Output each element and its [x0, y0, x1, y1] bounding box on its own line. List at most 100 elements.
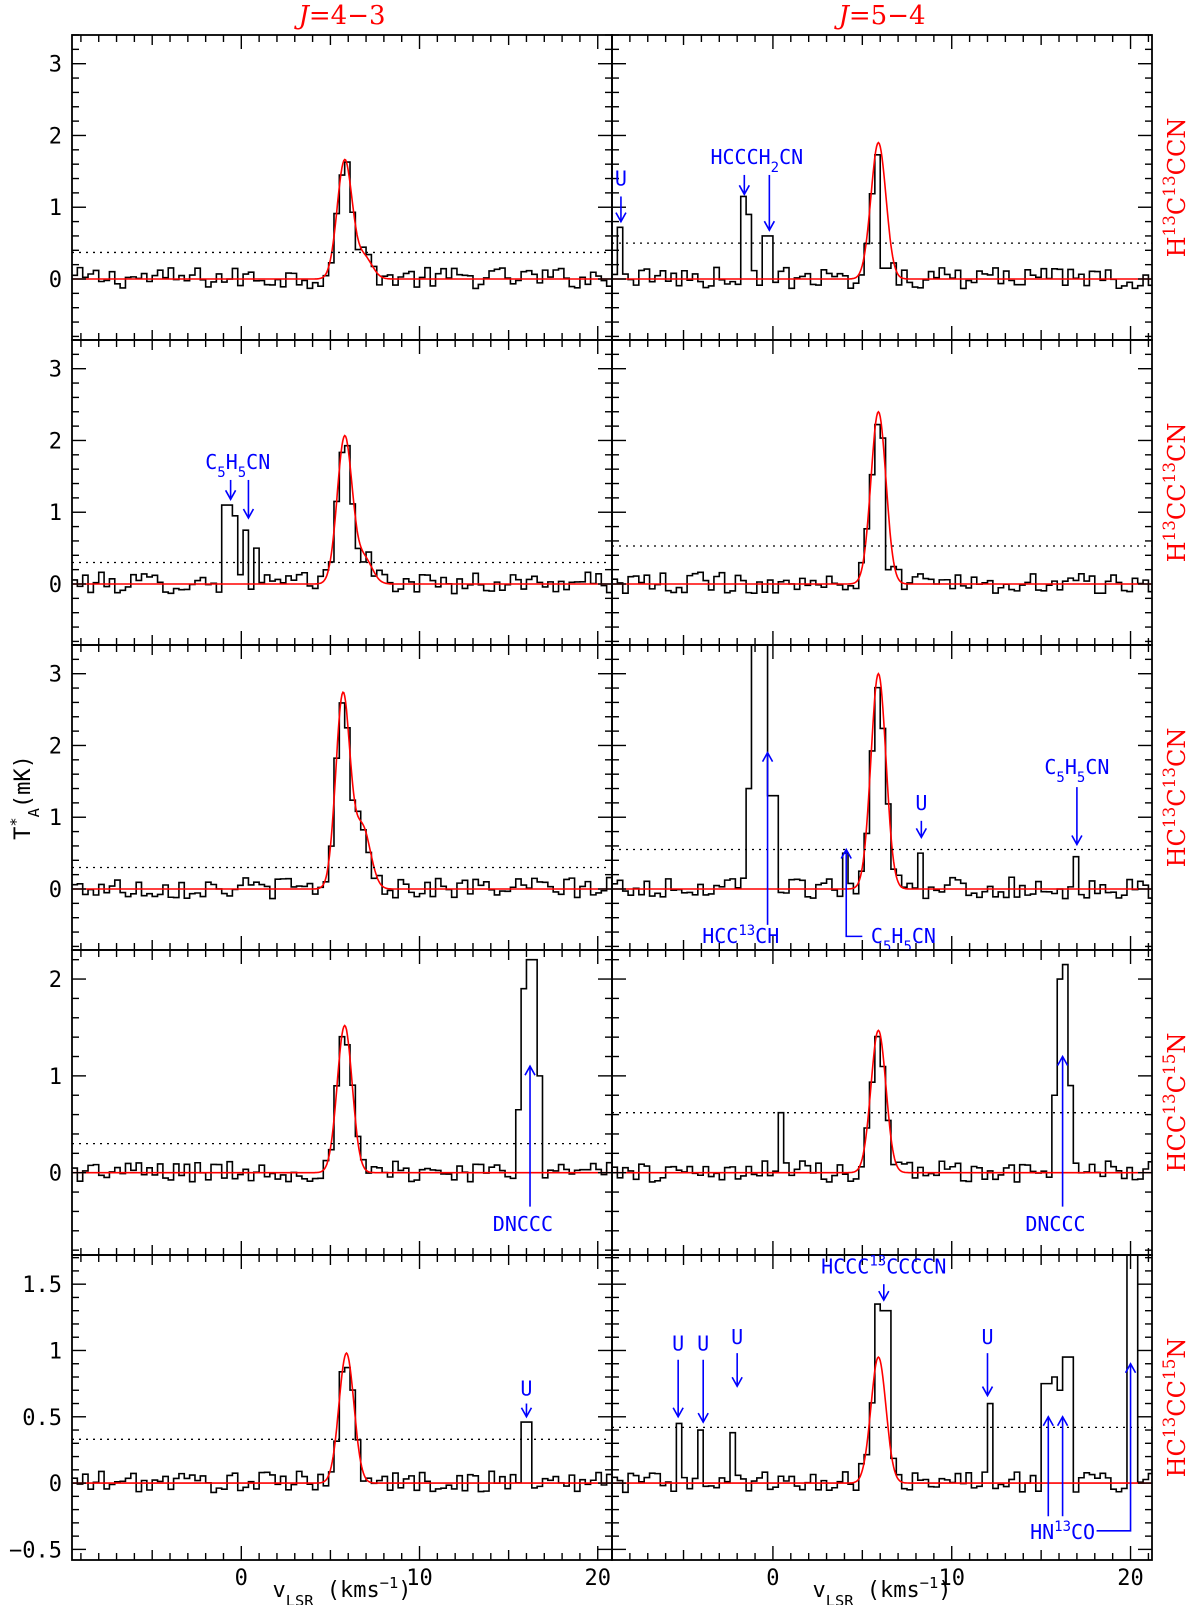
- y-tick-label: 1: [49, 1339, 62, 1364]
- annotation-label: HCCCH2CN: [710, 145, 803, 176]
- annotation-label: C5H5CN: [1044, 755, 1109, 786]
- annotation-label: U: [672, 1331, 684, 1355]
- line-annotation: DNCCC: [1025, 1054, 1086, 1236]
- y-tick-label: 0: [49, 1162, 62, 1187]
- row-label-2: H13CC13CN: [1159, 423, 1191, 563]
- annotation-arrowhead: [761, 750, 774, 763]
- y-tick-label: 0: [49, 1472, 62, 1497]
- annotation-label: U: [915, 791, 927, 815]
- observed-spectrum: [612, 645, 1152, 900]
- annotation-label: HCCC13CCCCN: [821, 1254, 946, 1279]
- line-annotation: HN13CO: [1030, 1362, 1137, 1544]
- observed-spectrum: [72, 702, 612, 900]
- observed-spectrum: [612, 1255, 1152, 1494]
- x-tick-label: 0: [235, 1566, 248, 1591]
- panel-frame: [71, 644, 613, 951]
- y-tick-label: 2: [49, 124, 62, 149]
- annotation-arrowhead: [1071, 835, 1083, 847]
- y-tick-label: 0: [49, 878, 62, 903]
- column-title-1: J=4−3: [293, 1, 385, 31]
- row-label-3: HC13C13CN: [1159, 728, 1191, 868]
- axis-titles: T*A(mK) vLSR (kms−1) vLSR (kms−1): [7, 755, 952, 1605]
- annotation-arrowhead: [242, 508, 255, 520]
- line-annotation: HCC13CH: [702, 750, 779, 948]
- annotation-arrowhead: [224, 489, 237, 501]
- x-tick-label: 20: [1117, 1566, 1144, 1591]
- row-label-1: H13C13CCN: [1159, 118, 1191, 258]
- y-tick-label: 1: [49, 806, 62, 831]
- panel-r5-c1: −0.5 0 0.5 1 1.5 0 10 20 U: [9, 1254, 613, 1591]
- line-annotation: U: [672, 1331, 684, 1419]
- model-spectrum: [72, 1024, 612, 1174]
- annotation-arrowhead: [840, 847, 852, 859]
- column-title-2: J=5−4: [833, 1, 925, 31]
- line-annotation: U: [615, 167, 627, 224]
- panel-r4-c2: DNCCC: [611, 949, 1153, 1256]
- panel-r1-c1: 0 1 2 3: [49, 34, 613, 341]
- annotation-label: C5H5CN: [205, 450, 270, 481]
- y-tick-label: 0.5: [22, 1406, 62, 1431]
- annotation-arrowhead: [672, 1407, 684, 1419]
- annotation-arrowhead: [731, 1376, 743, 1388]
- y-tick-label: 2: [49, 968, 62, 993]
- x-axis-title-1: vLSR (kms−1): [272, 1574, 411, 1605]
- panel-r2-c2: [611, 339, 1153, 646]
- y-tick-label: 1: [49, 196, 62, 221]
- y-tick-label: 3: [49, 663, 62, 688]
- model-spectrum: [72, 158, 612, 280]
- annotation-arrowhead: [697, 1412, 709, 1424]
- panel-frame: [71, 34, 613, 341]
- model-spectrum: [72, 434, 612, 585]
- model-spectrum: [72, 1351, 612, 1484]
- line-annotation: HCCC13CCCCN: [821, 1254, 946, 1302]
- annotation-arrowhead: [524, 1064, 536, 1076]
- y-tick-label: 2: [49, 734, 62, 759]
- model-spectrum: [612, 141, 1152, 280]
- annotation-label: DNCCC: [493, 1212, 553, 1236]
- model-spectrum: [72, 691, 612, 890]
- row-label-4: HCC13C15N: [1159, 1033, 1191, 1173]
- annotation-arrowhead: [520, 1407, 533, 1419]
- annotation-label: C5H5CN: [871, 924, 936, 955]
- y-tick-label: 1: [49, 1065, 62, 1090]
- x-tick-label: 20: [584, 1566, 611, 1591]
- x-tick-label: 0: [766, 1566, 779, 1591]
- annotation-label: U: [731, 1325, 743, 1349]
- panel-r2-c1: 0 1 2 3 C5H5CN: [49, 339, 613, 646]
- annotation-elbow-arrow: [845, 849, 863, 938]
- panel-frame: [611, 339, 1153, 646]
- x-tick-label: 10: [406, 1566, 433, 1591]
- panel-r3-c1: 0 1 2 3: [49, 644, 613, 951]
- panel-r3-c2: HCC13CH C5H5CN U C5H5CN: [611, 644, 1153, 955]
- panel-frame: [71, 949, 613, 1256]
- y-tick-label: 3: [49, 53, 62, 78]
- panel-grid: 0 1 2 3 U HCCCH2CN 0 1 2 3 C5H5CN 0 1 2 3 HCC13CH C5H5CN…: [9, 34, 1153, 1591]
- model-spectrum: [612, 410, 1152, 585]
- panel-frame: [611, 949, 1153, 1256]
- y-tick-label: 1.5: [22, 1273, 62, 1298]
- annotation-arrowhead: [1056, 1054, 1069, 1066]
- y-tick-label: 0: [49, 268, 62, 293]
- column-titles: J=4−3 J=5−4: [293, 1, 925, 31]
- annotation-label: HCC13CH: [702, 923, 779, 948]
- annotation-label: U: [520, 1377, 532, 1401]
- line-annotation: U: [915, 791, 927, 839]
- panel-frame: [611, 1254, 1153, 1561]
- annotation-arrowhead: [1042, 1415, 1054, 1427]
- row-labels: H13C13CCN H13CC13CN HC13C13CN HCC13C15N HC13…: [1159, 118, 1191, 1478]
- annotation-label: HN13CO: [1030, 1519, 1095, 1544]
- observed-spectrum: [72, 958, 612, 1183]
- y-tick-label: 1: [49, 501, 62, 526]
- observed-spectrum: [612, 423, 1152, 595]
- line-annotation: HCCCH2CN: [710, 145, 803, 232]
- panel-r4-c1: 0 1 2 DNCCC: [49, 949, 613, 1256]
- panel-frame: [71, 339, 613, 646]
- annotation-arrowhead: [1056, 1415, 1069, 1427]
- annotation-arrowhead: [738, 184, 751, 196]
- observed-spectrum: [72, 444, 612, 595]
- line-annotation: U: [520, 1377, 533, 1419]
- model-spectrum: [612, 672, 1152, 890]
- observed-spectrum: [72, 161, 612, 290]
